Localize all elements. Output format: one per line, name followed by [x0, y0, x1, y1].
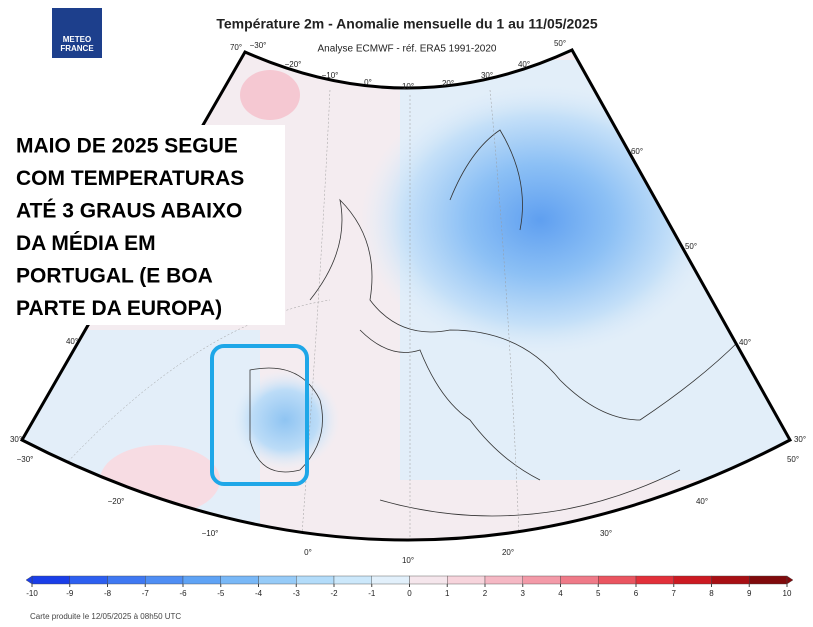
overlay-line: MAIO DE 2025 SEGUE [16, 135, 238, 158]
cool-area [22, 330, 260, 530]
graticule-labels: 70° −30° −20° −10° 0° 10° 20° 30° 40° 50° 60° 50° 40… [10, 39, 806, 565]
graticule-label: 40° [739, 338, 751, 347]
title: Température 2m - Anomalie mensuelle du 1… [216, 16, 597, 32]
graticule-label: −30° [17, 455, 34, 464]
colorbar-label: -10 [26, 589, 38, 598]
overlay: MAIO DE 2025 SEGUE COM TEMPERATURAS ATÉ 3 … [16, 135, 244, 321]
graticule-label: 10° [402, 556, 414, 565]
graticule-label: 40° [696, 497, 708, 506]
graticule-label: 60° [631, 147, 643, 156]
colorbar-arrow [25, 575, 33, 585]
colorbar-segment [447, 575, 486, 585]
colorbar-label: -4 [255, 589, 263, 598]
overlay-line: PARTE DA EUROPA) [16, 297, 222, 320]
colorbar-label: 3 [521, 589, 526, 598]
graticule-label: −30° [250, 41, 267, 50]
graticule-label: 30° [794, 435, 806, 444]
coastline [249, 129, 741, 517]
colorbar-segment [107, 575, 146, 585]
highlight [210, 344, 309, 486]
colorbar-label: -5 [217, 589, 225, 598]
colorbar-label: 0 [407, 589, 412, 598]
colorbar-label: 8 [709, 589, 714, 598]
graticule-label: 0° [304, 548, 312, 557]
colorbar-segment [560, 575, 599, 585]
colorbar: -10 -9 -8 -7 -6 -5 -4 -3 -2 -1 0 1 2 3 4 5 6 7 8 9 10 [25, 575, 794, 598]
graticule-label: 20° [442, 79, 454, 88]
colorbar-label: 2 [483, 589, 488, 598]
subtitle: Analyse ECMWF - réf. ERA5 1991-2020 [318, 44, 497, 55]
colorbar-segment [673, 575, 712, 585]
graticule-label: 20° [502, 548, 514, 557]
cold-anomaly [230, 370, 340, 470]
colorbar-label: 6 [634, 589, 639, 598]
map-frame [19, 48, 793, 542]
colorbar-segment [635, 575, 674, 585]
colorbar-label: -1 [368, 589, 376, 598]
colorbar-segment [484, 575, 523, 585]
graticule-label: 30° [600, 529, 612, 538]
graticule-label: 50° [685, 242, 697, 251]
colorbar-label: -9 [66, 589, 74, 598]
colorbar-segment [31, 575, 70, 585]
logo-text: FRANCE [60, 44, 94, 53]
colorbar-label: 10 [783, 589, 792, 598]
graticule-label: 70° [230, 43, 242, 52]
colorbar-label: 4 [558, 589, 563, 598]
graticule-label: 40° [66, 337, 78, 346]
overlay-box [0, 125, 285, 325]
overlay-line: COM TEMPERATURAS [16, 167, 244, 190]
overlay-line: PORTUGAL (E BOA [16, 265, 213, 288]
colorbar-segment [711, 575, 750, 585]
colorbar-label: 7 [672, 589, 677, 598]
colorbar-segment [598, 575, 637, 585]
graticule-label: −20° [108, 497, 125, 506]
graticule-label: 50° [554, 39, 566, 48]
colorbar-segment [145, 575, 184, 585]
colorbar-label: -8 [104, 589, 112, 598]
colorbar-label: 5 [596, 589, 601, 598]
colorbar-segment [182, 575, 221, 585]
colorbar-segment [69, 575, 108, 585]
graticule [59, 89, 521, 540]
colorbar-segment [749, 575, 788, 585]
colorbar-segment [220, 575, 259, 585]
colorbar-arrow [786, 575, 794, 585]
graticule-label: 0° [364, 78, 372, 87]
colorbar-segment [371, 575, 410, 585]
graticule-label: −10° [322, 71, 339, 80]
colorbar-label: -3 [293, 589, 301, 598]
logo [52, 8, 102, 58]
colorbar-label: -7 [142, 589, 150, 598]
warm-anomaly [240, 70, 300, 120]
overlay-line: ATÉ 3 GRAUS ABAIXO [16, 200, 242, 223]
colorbar-label: 1 [445, 589, 450, 598]
overlay-line: DA MÉDIA EM [16, 232, 156, 255]
colorbar-segment [333, 575, 372, 585]
graticule-label: 40° [518, 60, 530, 69]
graticule-label: −10° [202, 529, 219, 538]
colorbar-label: 9 [747, 589, 752, 598]
colorbar-segment [296, 575, 335, 585]
colorbar-label: -6 [179, 589, 187, 598]
colorbar-segment [522, 575, 561, 585]
graticule-label: −20° [285, 60, 302, 69]
colorbar-segment [258, 575, 297, 585]
graticule-label: 50° [787, 455, 799, 464]
graticule-label: 30° [481, 71, 493, 80]
colorbar-label: -2 [330, 589, 338, 598]
graticule-label: 10° [402, 82, 414, 91]
graticule-label: 30° [10, 435, 22, 444]
colorbar-segment [409, 575, 448, 585]
logo-text: METEO [63, 35, 91, 44]
footer: Carte produite le 12/05/2025 à 08h50 UTC [30, 612, 181, 621]
